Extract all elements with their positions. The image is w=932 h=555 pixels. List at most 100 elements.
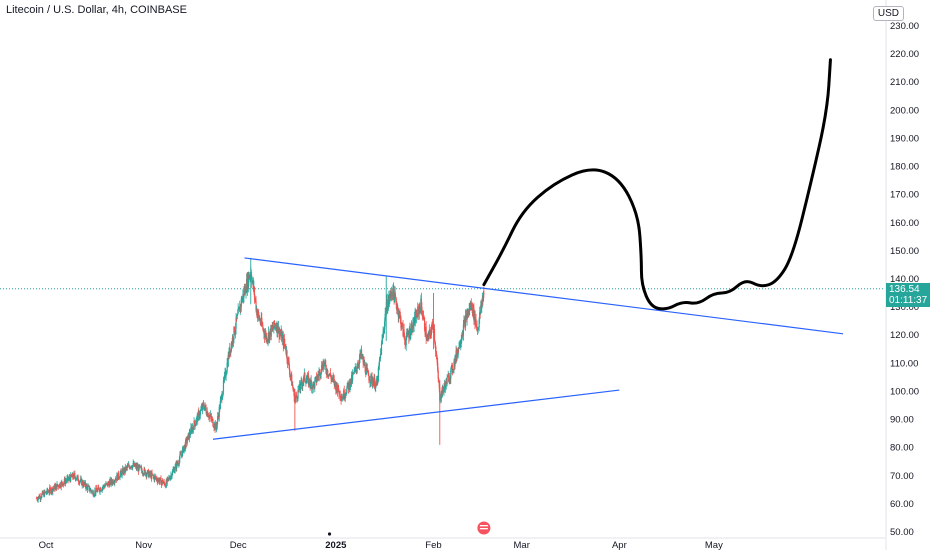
time-tick-label: Feb bbox=[425, 540, 441, 550]
candle-body bbox=[438, 378, 440, 383]
candle-body bbox=[474, 310, 476, 325]
candle-body bbox=[476, 329, 479, 331]
candle-body bbox=[356, 368, 358, 371]
candle-body bbox=[451, 364, 453, 372]
candle-body bbox=[370, 374, 372, 382]
candle-body bbox=[189, 434, 191, 435]
candle-body bbox=[460, 339, 462, 344]
candle-body bbox=[263, 329, 265, 334]
candle-body bbox=[378, 360, 381, 366]
candle-body bbox=[258, 311, 260, 316]
candle-body bbox=[100, 488, 102, 491]
candle-body bbox=[174, 470, 176, 473]
candle-body bbox=[186, 440, 188, 444]
candle-body bbox=[234, 328, 237, 333]
candle-body bbox=[36, 498, 38, 500]
candle-body bbox=[104, 486, 106, 488]
candle-body bbox=[239, 304, 241, 312]
candle-body bbox=[155, 476, 157, 479]
candle-body bbox=[241, 298, 243, 303]
candle-body bbox=[95, 487, 98, 491]
price-tick-label: 150.00 bbox=[890, 246, 919, 257]
candle-body bbox=[156, 478, 158, 481]
candle-body bbox=[62, 483, 64, 486]
candle-body bbox=[450, 369, 452, 379]
candle-body bbox=[176, 462, 178, 464]
price-tick-label: 60.00 bbox=[890, 499, 914, 510]
candle-body bbox=[143, 468, 145, 475]
candle-body bbox=[224, 371, 227, 377]
candle-body bbox=[144, 469, 146, 475]
candle-body bbox=[212, 419, 214, 427]
candle-body bbox=[409, 334, 411, 338]
candle-body bbox=[217, 416, 219, 423]
candle-body bbox=[279, 332, 281, 335]
candle-body bbox=[432, 325, 434, 329]
candle-body bbox=[358, 364, 360, 366]
candle-body bbox=[189, 432, 191, 435]
candle-body bbox=[117, 472, 120, 478]
candle-body bbox=[436, 353, 438, 360]
candle-body bbox=[230, 343, 232, 352]
candle-body bbox=[152, 474, 154, 477]
price-tick-label: 230.00 bbox=[890, 21, 919, 32]
candle-body bbox=[195, 423, 197, 426]
candle-body bbox=[205, 408, 207, 414]
candle-body bbox=[118, 477, 121, 479]
time-tick-label: Dec bbox=[230, 540, 247, 550]
candle-body bbox=[306, 379, 308, 381]
candle-body bbox=[148, 473, 150, 477]
candle-body bbox=[112, 480, 114, 484]
candle-body bbox=[403, 329, 405, 337]
candle-body bbox=[146, 470, 148, 474]
candle-body bbox=[400, 326, 403, 328]
candle-body bbox=[141, 470, 143, 474]
currency-label[interactable]: USD bbox=[872, 6, 904, 21]
candle-body bbox=[90, 489, 92, 492]
candle-body bbox=[39, 496, 41, 499]
candle-body bbox=[77, 475, 79, 481]
candle-body bbox=[354, 369, 356, 371]
candle-body bbox=[325, 364, 327, 371]
candle-body bbox=[163, 481, 165, 483]
candle-body bbox=[482, 292, 484, 301]
candle-body bbox=[365, 367, 367, 375]
candle-body bbox=[140, 467, 143, 471]
candle-body bbox=[45, 491, 47, 493]
candle-body bbox=[310, 379, 312, 383]
candle-body bbox=[441, 386, 444, 396]
candle-body bbox=[404, 336, 406, 339]
candle-body bbox=[480, 305, 482, 314]
candle-body bbox=[404, 338, 406, 345]
candle-body bbox=[227, 354, 229, 367]
candle-body bbox=[248, 275, 250, 287]
candle-body bbox=[69, 477, 71, 479]
price-tick-label: 180.00 bbox=[890, 162, 919, 173]
candle-body bbox=[234, 332, 236, 335]
candle-body bbox=[462, 324, 465, 336]
candle-body bbox=[270, 325, 272, 337]
candle-body bbox=[56, 483, 59, 486]
price-tick-label: 220.00 bbox=[890, 49, 919, 60]
price-tick-label: 130.00 bbox=[890, 302, 919, 313]
candle-body bbox=[221, 396, 224, 400]
candle-body bbox=[258, 315, 260, 320]
candle-body bbox=[316, 379, 318, 382]
candle-body bbox=[216, 427, 218, 429]
lower-trendline bbox=[212, 389, 620, 440]
candle-body bbox=[161, 480, 164, 484]
candle-body bbox=[226, 362, 228, 372]
candle-body bbox=[419, 307, 421, 309]
candle-body bbox=[396, 308, 398, 310]
candle-body bbox=[256, 308, 258, 318]
candle-body bbox=[146, 473, 148, 477]
candle-body bbox=[202, 404, 205, 407]
candle-body bbox=[281, 336, 283, 342]
candle-body bbox=[154, 476, 156, 477]
candle-body bbox=[369, 381, 372, 383]
candle-body bbox=[463, 320, 465, 325]
candle-body bbox=[267, 338, 269, 341]
candle-body bbox=[215, 423, 217, 429]
